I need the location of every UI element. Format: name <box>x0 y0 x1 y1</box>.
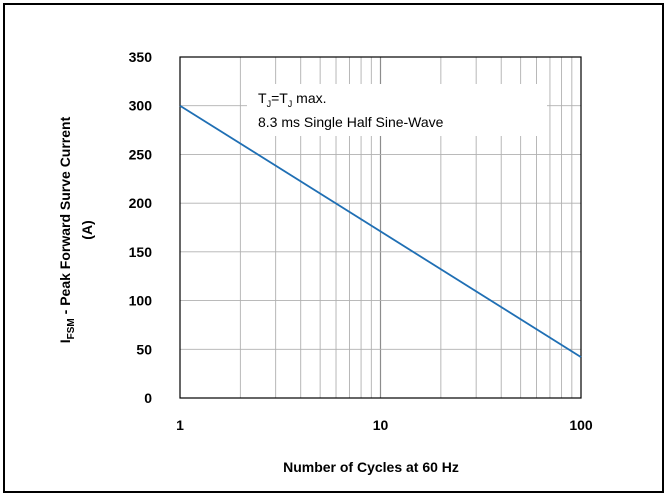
x-tick-label: 1 <box>176 417 184 433</box>
y-tick-label: 50 <box>136 341 152 357</box>
y-axis-title-unit: (A) <box>79 220 95 239</box>
plot-area-border <box>179 56 582 399</box>
y-tick-label: 250 <box>129 146 153 162</box>
y-tick-label: 150 <box>129 244 153 260</box>
y-tick-label: 100 <box>129 293 153 309</box>
annotation-line-1: TJ=TJ max. <box>258 90 327 109</box>
y-tick-label: 0 <box>144 390 152 406</box>
y-tick-labels: 0 50 100 150 200 250 300 350 <box>129 49 153 406</box>
x-axis-title: Number of Cycles at 60 Hz <box>283 459 459 475</box>
x-tick-label: 100 <box>569 417 593 433</box>
series-line <box>179 104 582 358</box>
y-axis-title: IFSM - Peak Forward Surve Current (A) <box>57 116 95 343</box>
data-series <box>179 104 582 358</box>
annotation-box: TJ=TJ max. 8.3 ms Single Half Sine-Wave <box>247 84 547 136</box>
annotation-line-2: 8.3 ms Single Half Sine-Wave <box>258 114 444 130</box>
y-tick-label: 300 <box>129 98 153 114</box>
y-tick-label: 350 <box>129 49 153 65</box>
x-tick-labels: 1 10 100 <box>176 417 593 433</box>
x-tick-label: 10 <box>373 417 389 433</box>
y-tick-label: 200 <box>129 195 153 211</box>
y-axis-title-main: IFSM - Peak Forward Surve Current <box>57 116 77 343</box>
